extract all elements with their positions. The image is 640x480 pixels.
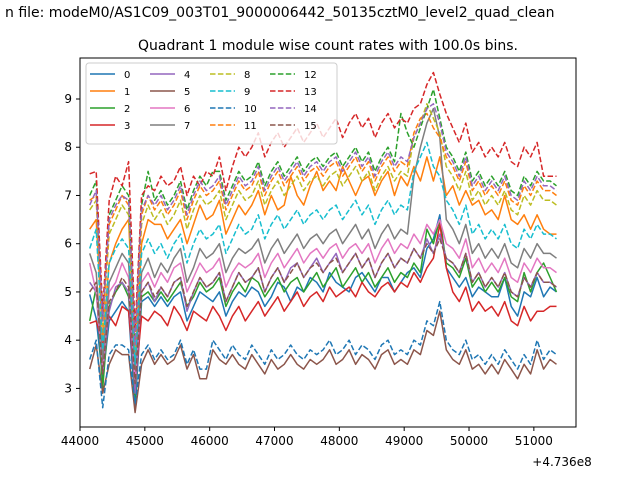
series-line-6 — [88, 218, 557, 380]
legend-label-5: 5 — [184, 87, 190, 98]
series-line-1 — [89, 156, 557, 366]
series-line-12 — [89, 88, 557, 341]
plot-frame — [79, 57, 577, 428]
series-line-13 — [89, 71, 557, 332]
legend-label-9: 9 — [244, 87, 250, 98]
legend-label-13: 13 — [304, 87, 317, 98]
series-line-15 — [89, 238, 557, 385]
legend-box — [85, 62, 338, 145]
y-tick-label: 9 — [64, 92, 72, 106]
y-tick-label: 7 — [64, 188, 72, 202]
x-tick-label: 48000 — [320, 434, 358, 448]
x-tick-label: 50000 — [450, 434, 488, 448]
series-line-8 — [89, 103, 557, 351]
x-tick-label: 45000 — [126, 434, 164, 448]
legend-label-0: 0 — [124, 70, 130, 81]
series-line-14 — [89, 103, 557, 346]
legend-label-10: 10 — [244, 104, 257, 115]
legend-label-8: 8 — [244, 70, 250, 81]
x-tick-label: 51000 — [515, 434, 553, 448]
x-tick-label: 49000 — [385, 434, 423, 448]
legend-label-4: 4 — [184, 70, 190, 81]
y-tick-label: 8 — [64, 140, 72, 154]
x-tick-label: 46000 — [191, 434, 229, 448]
legend-label-6: 6 — [184, 104, 190, 115]
figure-suptitle: n file: modeM0/AS1C09_003T01_9000006442_… — [5, 5, 554, 21]
legend-label-15: 15 — [304, 121, 317, 132]
y-tick-label: 4 — [64, 333, 72, 347]
legend-label-3: 3 — [124, 121, 130, 132]
legend-label-14: 14 — [304, 104, 317, 115]
y-tick-label: 5 — [64, 285, 72, 299]
legend-label-1: 1 — [124, 87, 130, 98]
legend-label-11: 11 — [244, 121, 257, 132]
y-tick-label: 3 — [64, 381, 72, 395]
series-line-2 — [88, 218, 558, 399]
series-layer — [88, 71, 558, 414]
x-tick-label: 44000 — [61, 434, 99, 448]
y-axis: 3 4 5 6 7 8 9 — [64, 92, 80, 395]
x-offset-label: +4.736e8 — [532, 455, 591, 469]
series-line-9 — [88, 141, 557, 366]
x-tick-label: 47000 — [255, 434, 293, 448]
legend-label-12: 12 — [304, 70, 317, 81]
series-line-10 — [88, 300, 557, 409]
series-line-0 — [88, 214, 557, 409]
series-line-7 — [88, 107, 557, 370]
series-line-5 — [88, 310, 557, 414]
series-line-3 — [89, 223, 557, 387]
x-axis: 44000 45000 46000 47000 48000 49000 50000 51000 — [61, 427, 553, 448]
legend-label-2: 2 — [124, 104, 130, 115]
series-line-11 — [89, 112, 557, 346]
chart-title: Quadrant 1 module wise count rates with … — [138, 38, 518, 54]
legend-label-7: 7 — [184, 121, 190, 132]
y-tick-label: 6 — [64, 237, 72, 251]
